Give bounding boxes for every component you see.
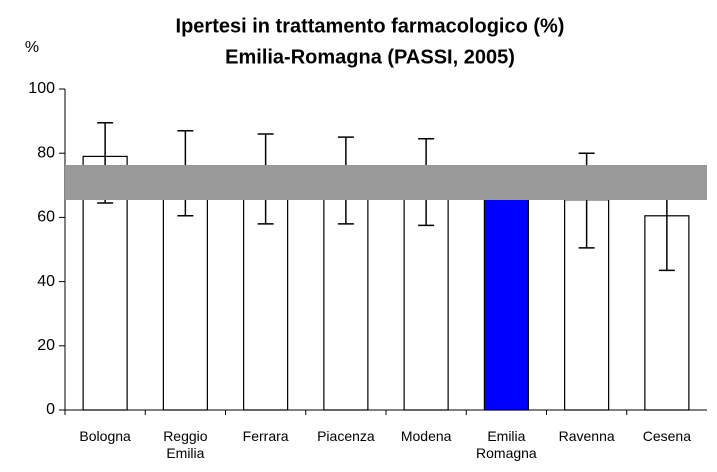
bar (162, 171, 208, 411)
x-tick-label: Ravenna (558, 428, 615, 444)
x-tick-label: Reggio Emilia (163, 428, 208, 461)
chart-title: Ipertesi in trattamento farmacologico (%… (176, 15, 565, 37)
x-tick-label: Ferrara (242, 428, 289, 444)
plot: 0 20 40 60 80 100 (28, 80, 707, 418)
x-tick-label: Cesena (642, 428, 691, 444)
y-axis-label: % (25, 39, 39, 56)
y-tick-label: 40 (37, 273, 55, 290)
bar (483, 181, 529, 411)
x-tick-label: Emilia Romagna (476, 428, 537, 461)
y-tick-label: 0 (46, 401, 55, 418)
x-tick-label: Modena (400, 428, 452, 444)
y-tick-label: 80 (37, 144, 55, 161)
x-tick-label: Bologna (79, 428, 131, 444)
y-tick-label: 100 (28, 80, 55, 97)
y-tick-label: 20 (37, 337, 55, 354)
x-tick-label: Piacenza (317, 428, 375, 444)
overlay-band (65, 165, 707, 200)
chart-subtitle: Emilia-Romagna (PASSI, 2005) (225, 46, 515, 68)
y-tick-label: 60 (37, 209, 55, 226)
